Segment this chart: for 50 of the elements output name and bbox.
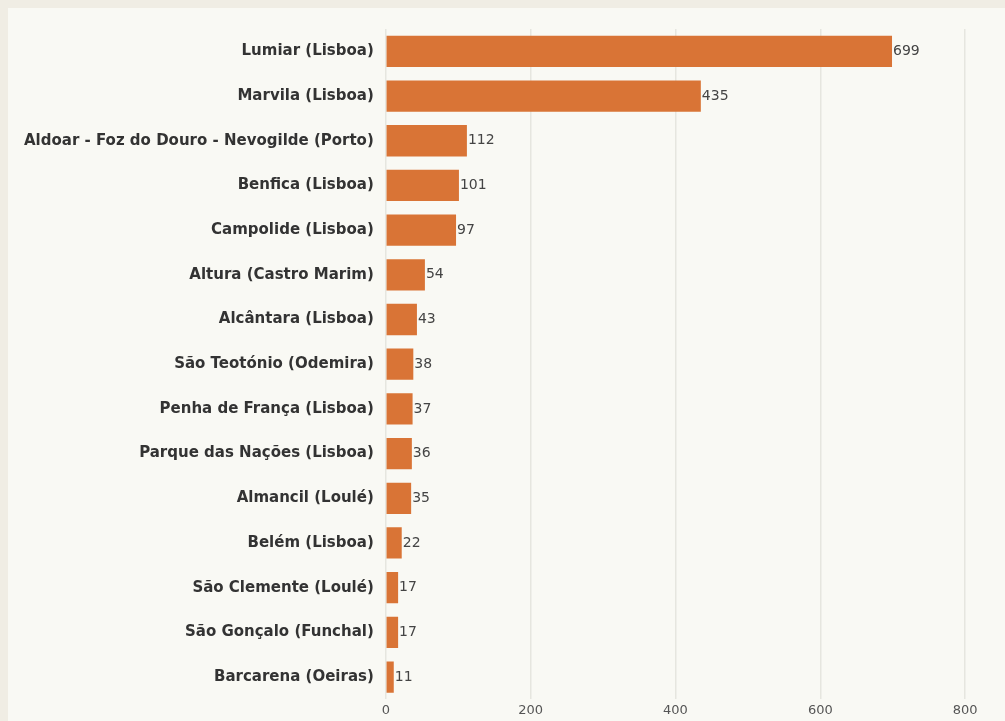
data-label: 97 xyxy=(457,220,475,237)
y-tick-label: Parque das Nações (Lisboa) xyxy=(139,443,374,462)
data-label: 101 xyxy=(459,176,487,193)
y-tick-label: Alcântara (Lisboa) xyxy=(218,309,374,328)
x-tick-label: 800 xyxy=(952,701,978,717)
bar xyxy=(386,259,425,291)
x-tick-label: 0 xyxy=(381,701,390,717)
y-tick-label: Belém (Lisboa) xyxy=(247,532,374,551)
data-label: 17 xyxy=(399,578,417,595)
bar xyxy=(386,437,412,470)
bar xyxy=(386,125,467,157)
bar xyxy=(386,80,701,112)
bar xyxy=(386,35,893,67)
y-tick-label: Penha de França (Lisboa) xyxy=(159,398,374,417)
bar xyxy=(386,616,399,648)
bar xyxy=(386,527,402,559)
data-label: 37 xyxy=(413,399,432,416)
y-tick-label: São Clemente (Loulé) xyxy=(192,577,374,596)
x-tick-label: 600 xyxy=(807,701,833,717)
x-tick-label: 400 xyxy=(663,701,688,717)
data-label: 43 xyxy=(417,310,436,327)
y-tick-label: Almancil (Loulé) xyxy=(236,488,374,507)
bar xyxy=(386,214,457,246)
y-tick-label: Altura (Castro Marim) xyxy=(189,264,374,283)
y-tick-label: Marvila (Lisboa) xyxy=(237,85,374,104)
bar xyxy=(386,661,394,693)
bar xyxy=(386,572,399,604)
y-tick-label: São Gonçalo (Funchal) xyxy=(184,622,374,641)
y-tick-label: São Teotónio (Odemira) xyxy=(174,354,374,373)
data-label: 17 xyxy=(399,623,417,639)
y-tick-label: Barcarena (Oeiras) xyxy=(214,666,374,685)
data-label: 699 xyxy=(893,41,920,58)
y-tick-label: Lumiar (Lisboa) xyxy=(241,41,374,60)
y-tick-label: Benfica (Lisboa) xyxy=(237,175,374,194)
data-label: 38 xyxy=(414,354,433,371)
data-label: 35 xyxy=(412,488,430,505)
bar xyxy=(386,303,417,336)
bar xyxy=(386,169,459,202)
bar xyxy=(386,393,413,425)
data-label: 11 xyxy=(394,667,413,684)
bar xyxy=(386,348,414,380)
y-tick-label: Aldoar - Foz do Douro - Nevogilde (Porto) xyxy=(23,130,374,149)
data-label: 54 xyxy=(425,265,444,282)
y-tick-label: Campolide (Lisboa) xyxy=(211,220,374,239)
bar xyxy=(386,482,412,514)
data-label: 36 xyxy=(412,444,431,461)
data-label: 435 xyxy=(701,86,729,103)
data-label: 22 xyxy=(402,533,421,550)
x-tick-label: 200 xyxy=(518,701,544,717)
data-label: 112 xyxy=(467,131,495,148)
